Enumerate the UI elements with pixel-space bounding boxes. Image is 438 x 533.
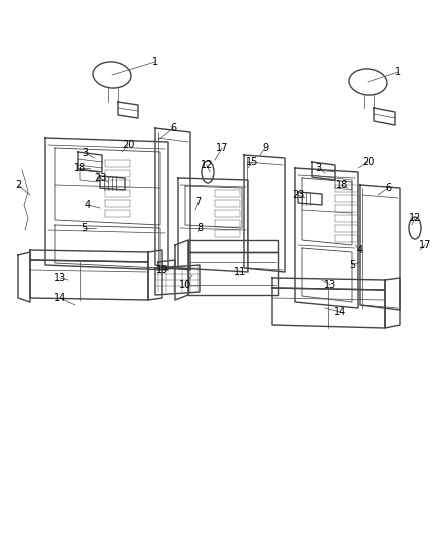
Text: 12: 12 [201,160,213,170]
Text: 13: 13 [54,273,66,283]
Text: 8: 8 [197,223,203,233]
Text: 1: 1 [395,67,401,77]
Text: 20: 20 [362,157,374,167]
Text: 18: 18 [74,163,86,173]
Text: 3: 3 [82,148,88,158]
Text: 15: 15 [246,157,258,167]
Text: 10: 10 [179,280,191,290]
Text: 14: 14 [54,293,66,303]
Text: 18: 18 [336,180,348,190]
Text: 6: 6 [385,183,391,193]
Text: 20: 20 [122,140,134,150]
Text: 2: 2 [15,180,21,190]
Text: 4: 4 [85,200,91,210]
Text: 17: 17 [419,240,431,250]
Text: 12: 12 [409,213,421,223]
Text: 3: 3 [315,163,321,173]
Text: 5: 5 [81,223,87,233]
Text: 23: 23 [292,190,304,200]
Text: 23: 23 [94,173,106,183]
Text: 7: 7 [195,197,201,207]
Text: 6: 6 [170,123,176,133]
Text: 11: 11 [234,267,246,277]
Text: 4: 4 [357,245,363,255]
Text: 17: 17 [216,143,228,153]
Text: 14: 14 [334,307,346,317]
Text: 13: 13 [324,280,336,290]
Text: 1: 1 [152,57,158,67]
Text: 19: 19 [156,265,168,275]
Text: 5: 5 [349,260,355,270]
Text: 9: 9 [262,143,268,153]
